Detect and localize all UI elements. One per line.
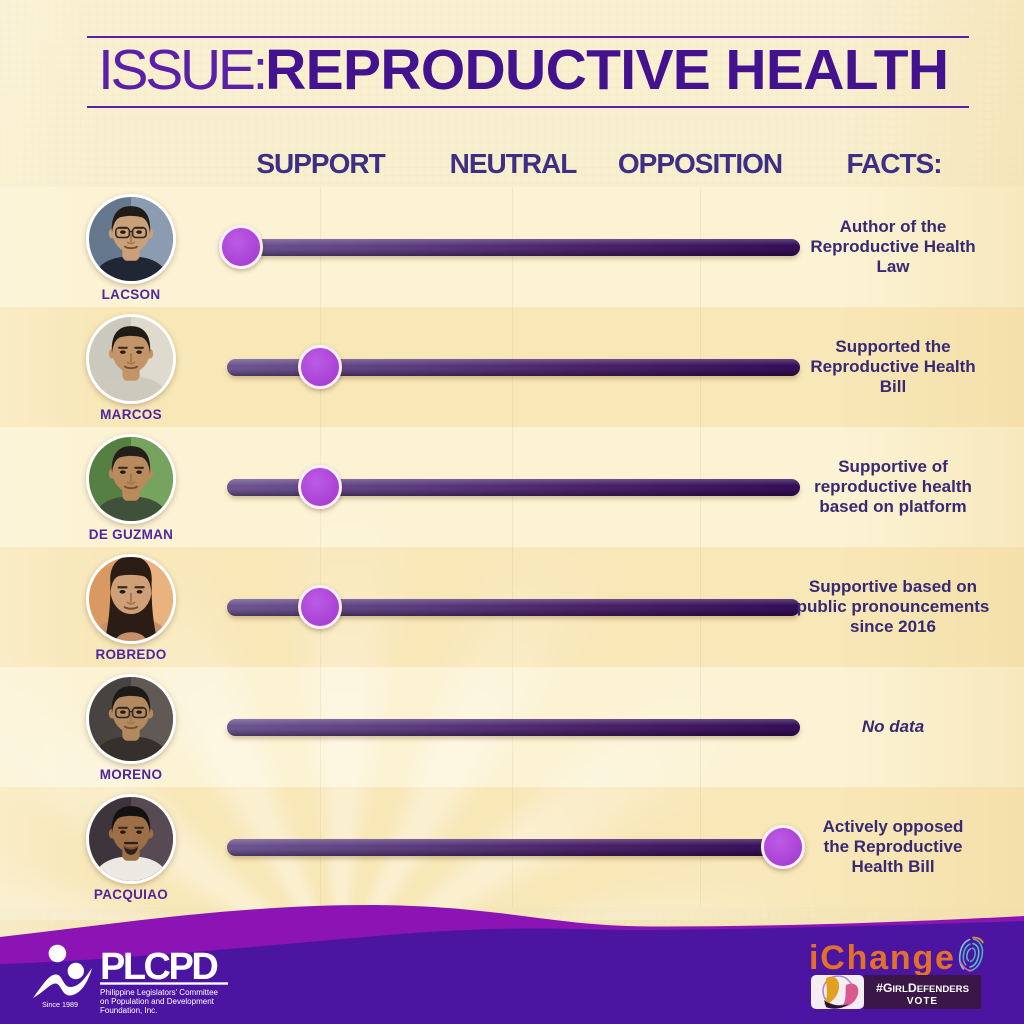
svg-text:Since 1989: Since 1989 <box>42 1000 78 1009</box>
svg-text:#GIRLDEFENDERS: #GIRLDEFENDERS <box>876 981 970 995</box>
svg-text:PLCPD: PLCPD <box>100 946 217 988</box>
svg-text:Philippine Legislators’ Commit: Philippine Legislators’ Committee <box>100 988 219 997</box>
svg-text:on Population and Development: on Population and Development <box>100 997 215 1006</box>
svg-text:iChange: iChange <box>809 939 956 977</box>
svg-text:Foundation, Inc.: Foundation, Inc. <box>100 1006 157 1015</box>
svg-text:VOTE: VOTE <box>907 996 938 1007</box>
